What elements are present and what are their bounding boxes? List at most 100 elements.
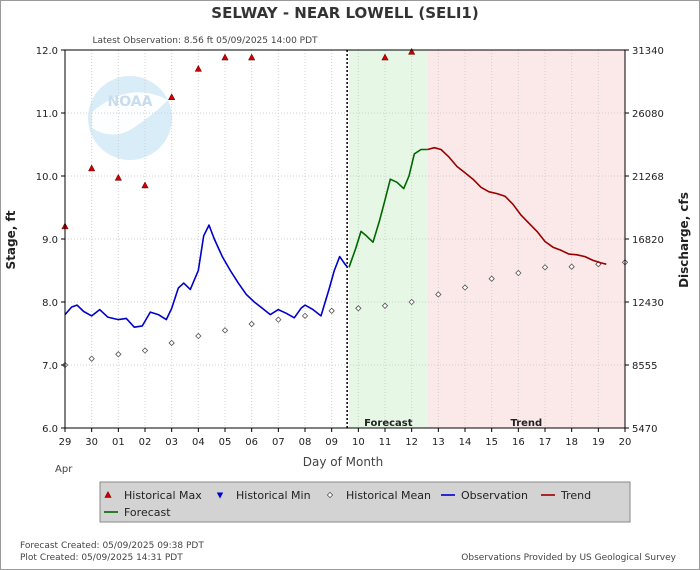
region-forecast (349, 50, 428, 428)
x-tick-label: 08 (299, 437, 312, 448)
legend-swatch-historical-min (216, 492, 224, 499)
legend-label-observation: Observation (461, 489, 528, 502)
historical-max-point (248, 53, 256, 61)
historical-mean-point (115, 351, 122, 358)
historical-mean-point (301, 312, 309, 320)
x-tick-label: 15 (485, 437, 498, 448)
x-tick-label: 16 (512, 437, 525, 448)
x-tick-label: 29 (59, 437, 72, 448)
historical-mean-point (275, 316, 282, 323)
x-tick-label: 07 (272, 437, 285, 448)
historical-mean-point (568, 263, 575, 270)
y-tick-label-right: 31340 (632, 46, 664, 57)
y-tick-label-left: 6.0 (42, 424, 58, 435)
y-tick-label-left: 7.0 (42, 361, 58, 372)
axes: 29 30 01 02 03 04 05 06 07 08 09 10 11 12 13 14 15 16 17 18… (36, 46, 664, 448)
historical-max-point (88, 164, 96, 172)
y-tick-label-right: 21268 (632, 172, 664, 183)
region-label-trend: Trend (510, 418, 542, 429)
historical-max-point (114, 173, 122, 181)
historical-mean-point (408, 298, 415, 306)
historical-max-point (408, 47, 416, 55)
x-tick-label: 11 (379, 437, 392, 448)
x-tick-label: 03 (165, 437, 178, 448)
x-tick-label: 17 (539, 437, 552, 448)
forecast-created: Forecast Created: 05/09/2025 09:38 PDT (20, 541, 204, 551)
historical-mean-point (88, 355, 95, 362)
provided-by: Observations Provided by US Geological S… (461, 553, 676, 563)
x-tick-label: 19 (592, 437, 605, 448)
legend-swatch-historical-max (104, 490, 112, 498)
y-tick-label-left: 10.0 (36, 172, 58, 183)
y-tick-label-left: 8.0 (42, 298, 58, 309)
series-trend (427, 146, 607, 265)
month-label: Apr (55, 464, 73, 475)
historical-mean-point (355, 305, 362, 312)
legend-label-historical-min: Historical Min (236, 489, 311, 502)
legend: Historical Max Historical Min Historical M… (99, 481, 631, 523)
x-tick-label: 12 (405, 437, 418, 448)
legend-item-trend: Trend (541, 489, 591, 502)
legend-label-trend: Trend (560, 489, 591, 502)
legend-box (99, 481, 631, 523)
x-tick-label: 14 (459, 437, 472, 448)
y-tick-label-left: 9.0 (42, 235, 58, 246)
legend-label-forecast: Forecast (124, 506, 171, 519)
y-tick-label-right: 16820 (632, 235, 664, 246)
historical-mean-point (168, 339, 175, 347)
historical-max-point (168, 93, 176, 100)
noaa-logo-text: NOAA (108, 94, 153, 110)
historical-max-point (194, 64, 202, 72)
historical-mean-point (435, 291, 442, 298)
historical-mean-point (488, 275, 495, 282)
plot-created: Plot Created: 05/09/2025 14:31 PDT (20, 553, 183, 563)
x-axis-label: Day of Month (303, 455, 384, 469)
x-tick-label: 09 (325, 437, 338, 448)
legend-label-historical-mean: Historical Mean (346, 489, 431, 502)
series-historical-mean (61, 259, 629, 369)
x-tick-label: 05 (219, 437, 232, 448)
legend-label-historical-max: Historical Max (124, 489, 202, 502)
region-trend (427, 50, 625, 428)
historical-mean-point (141, 347, 149, 354)
historical-mean-point (248, 320, 255, 328)
historical-mean-point (195, 332, 202, 340)
y-tick-label-right: 26080 (632, 109, 664, 120)
x-tick-label: 04 (192, 437, 205, 448)
y-tick-label-left: 11.0 (36, 109, 58, 120)
region-label-forecast: Forecast (364, 418, 413, 429)
noaa-logo: NOAA (88, 76, 172, 160)
noaa-logo-bird (92, 92, 168, 135)
legend-swatch-historical-mean (326, 491, 334, 499)
x-tick-label: 02 (139, 437, 152, 448)
y-tick-label-left: 12.0 (36, 46, 58, 57)
historical-mean-point (221, 327, 229, 334)
historical-max-point (381, 53, 389, 61)
historical-mean-point (381, 302, 389, 309)
legend-item-historical-mean: Historical Mean (326, 489, 431, 502)
forecast-line (348, 148, 428, 268)
legend-item-forecast: Forecast (104, 506, 171, 519)
y-axis-label-left: Stage, ft (4, 210, 18, 269)
x-tick-label: 06 (245, 437, 258, 448)
y-axis-label-right: Discharge, cfs (677, 192, 691, 288)
region-labels: Forecast Trend (364, 418, 542, 429)
x-tick-label: 01 (112, 437, 125, 448)
x-tick-label: 18 (565, 437, 578, 448)
latest-observation: Latest Observation: 8.56 ft 05/09/2025 1… (92, 36, 318, 46)
historical-max-point (141, 181, 149, 189)
series-layer (61, 47, 629, 369)
historical-mean-point (515, 269, 522, 277)
legend-item-historical-min: Historical Min (216, 489, 311, 502)
series-forecast (348, 148, 428, 268)
chart-title: SELWAY - NEAR LOWELL (SELI1) (211, 4, 478, 22)
historical-mean-point (461, 284, 469, 291)
historical-max-point (221, 53, 229, 61)
x-tick-label: 20 (619, 437, 632, 448)
observation-line (64, 224, 348, 328)
y-tick-label-right: 5470 (632, 424, 657, 435)
series-observation (64, 224, 348, 328)
trend-line (427, 146, 607, 265)
y-tick-label-right: 12430 (632, 298, 664, 309)
